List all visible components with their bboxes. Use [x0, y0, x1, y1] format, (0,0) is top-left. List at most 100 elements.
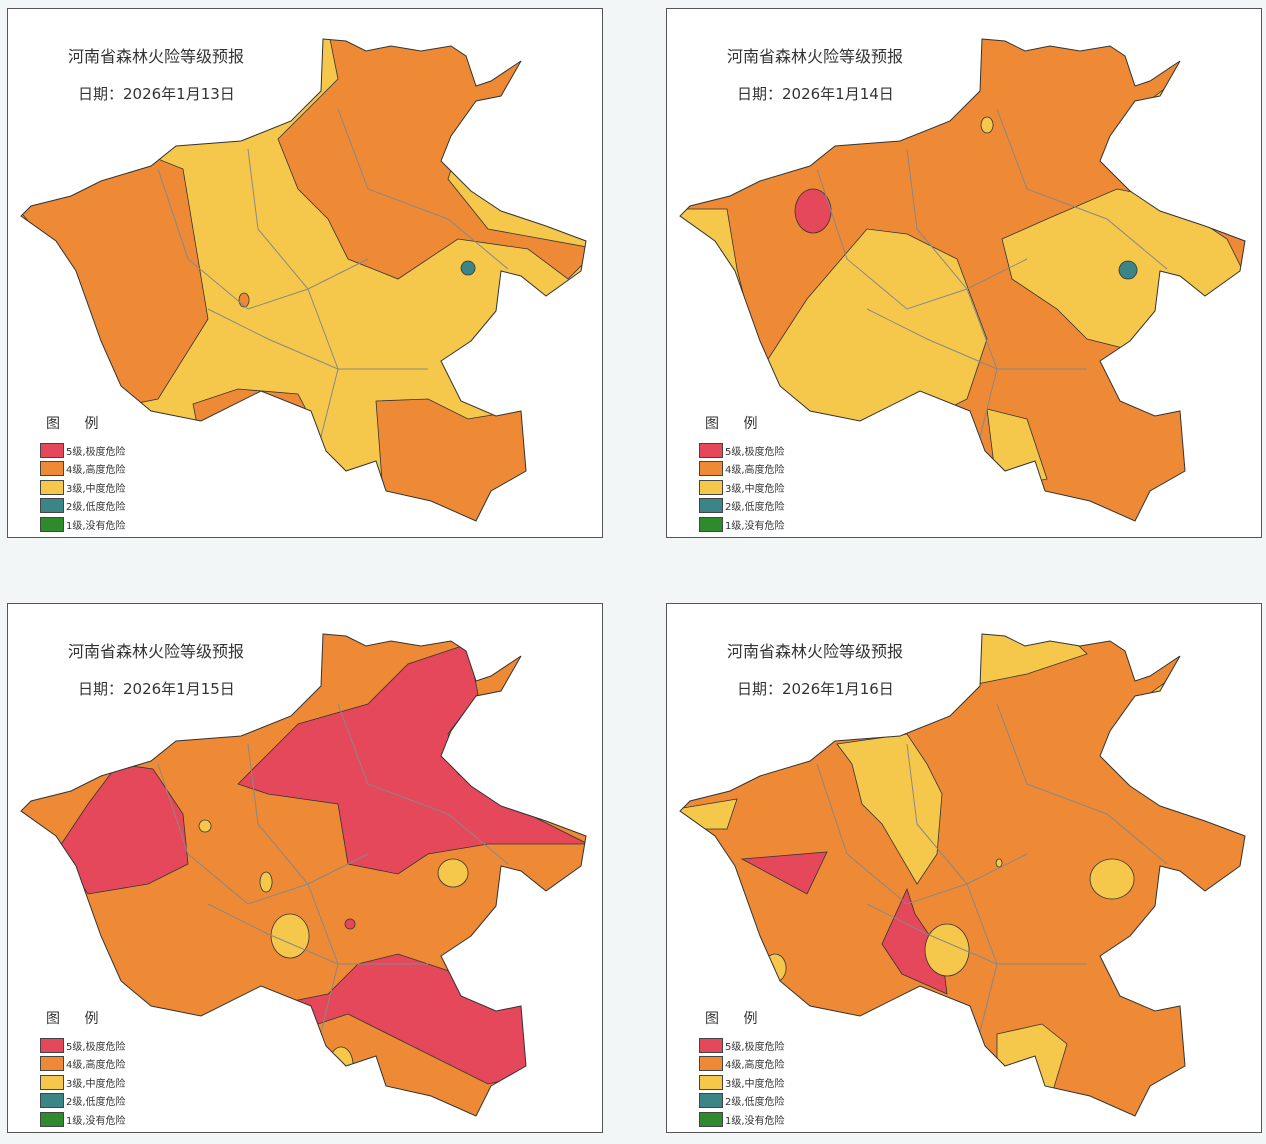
risk-zone: [1118, 260, 1138, 280]
risk-zone: [344, 918, 356, 930]
legend-label: 2级,低度危险: [725, 1097, 785, 1109]
forecast-date: 日期：2026年1月13日: [78, 85, 235, 103]
city-boundary: [866, 903, 1087, 965]
legend-item: 2级,低度危险: [699, 497, 785, 516]
legend-item: 5级,极度危险: [699, 441, 785, 460]
legend-swatch: [40, 479, 64, 495]
risk-zone: [375, 398, 534, 521]
risk-zone: [437, 858, 469, 888]
legend-label: 3级,中度危险: [66, 483, 126, 495]
legend-item: 4级,高度危险: [40, 460, 126, 479]
legend-item: 4级,高度危险: [699, 1055, 785, 1074]
risk-zone: [270, 913, 310, 959]
province-outline: [20, 38, 587, 522]
forecast-panel-jan13: 河南省森林火险等级预报 日期：2026年1月13日图 例 5级,极度危险 4级,高度危…: [7, 8, 603, 538]
legend-swatch: [40, 461, 64, 477]
legend-item: 2级,低度危险: [40, 1092, 126, 1111]
legend-label: 2级,低度危险: [66, 1097, 126, 1109]
henan-map: [679, 38, 1246, 522]
forecast-date: 日期：2026年1月16日: [737, 680, 894, 698]
legend: 图 例 5级,极度危险 4级,高度危险 3级,中度危险 2级,低度危险 1级,没有危险: [699, 413, 785, 534]
legend-swatch: [699, 498, 723, 514]
legend-label: 4级,高度危险: [725, 465, 785, 477]
legend: 图 例 5级,极度危险 4级,高度危险 3级,中度危险 2级,低度危险 1级,没有危险: [40, 413, 126, 534]
legend-swatch: [40, 516, 64, 532]
legend-label: 5级,极度危险: [725, 1041, 785, 1053]
risk-zone: [460, 260, 476, 276]
city-boundary: [866, 308, 1087, 370]
forecast-panel-jan15: 河南省森林火险等级预报 日期：2026年1月15日图 例 5级,极度危险 4级,高度危…: [7, 603, 603, 1133]
legend-item: 4级,高度危险: [40, 1055, 126, 1074]
city-boundary: [207, 903, 428, 965]
risk-zone: [924, 923, 970, 977]
risk-zone: [57, 763, 189, 895]
legend-label: 5级,极度危险: [66, 446, 126, 458]
legend-item: 1级,没有危险: [40, 1110, 126, 1129]
legend-item: 4级,高度危险: [699, 460, 785, 479]
city-boundary: [157, 168, 369, 310]
legend-label: 2级,低度危险: [66, 502, 126, 514]
map-title: 河南省森林火险等级预报: [68, 47, 245, 66]
henan-map: [20, 38, 587, 522]
map-title: 河南省森林火险等级预报: [727, 47, 904, 66]
legend-swatch: [699, 1093, 723, 1109]
risk-zone: [1089, 858, 1135, 900]
risk-zone: [836, 733, 943, 885]
legend-label: 3级,中度危险: [725, 483, 785, 495]
legend-label: 3级,中度危险: [66, 1078, 126, 1090]
legend-item: 1级,没有危险: [40, 515, 126, 534]
risk-zone: [740, 851, 828, 895]
legend-swatch: [699, 479, 723, 495]
city-boundary: [996, 108, 1168, 270]
city-boundary: [207, 308, 428, 370]
city-boundary: [157, 763, 369, 905]
legend-swatch: [699, 1037, 723, 1053]
legend-item: 3级,中度危险: [699, 478, 785, 497]
legend-swatch: [40, 1074, 64, 1090]
legend-label: 5级,极度危险: [725, 446, 785, 458]
forecast-date: 日期：2026年1月14日: [737, 85, 894, 103]
legend-swatch: [699, 1074, 723, 1090]
legend-swatch: [699, 516, 723, 532]
city-boundary: [337, 108, 509, 270]
legend: 图 例 5级,极度危险 4级,高度危险 3级,中度危险 2级,低度危险 1级,没有危险: [40, 1008, 126, 1129]
legend-swatch: [699, 461, 723, 477]
forecast-panel-jan16: 河南省森林火险等级预报 日期：2026年1月16日图 例 5级,极度危险 4级,高度危…: [666, 603, 1262, 1133]
henan-map: [679, 633, 1246, 1117]
legend-item: 3级,中度危险: [40, 478, 126, 497]
risk-zone: [763, 953, 787, 983]
legend-item: 5级,极度危险: [40, 441, 126, 460]
risk-zone: [794, 188, 832, 234]
legend-label: 4级,高度危险: [725, 1060, 785, 1072]
legend-item: 2级,低度危险: [699, 1092, 785, 1111]
city-boundary: [816, 763, 1028, 905]
legend-label: 4级,高度危险: [66, 1060, 126, 1072]
city-boundary: [906, 148, 998, 450]
legend-swatch: [40, 498, 64, 514]
forecast-panel-jan14: 河南省森林火险等级预报 日期：2026年1月14日图 例 5级,极度危险 4级,高度危…: [666, 8, 1262, 538]
legend-label: 1级,没有危险: [66, 520, 126, 532]
legend-swatch: [40, 1037, 64, 1053]
city-boundary: [247, 743, 339, 1045]
legend-item: 3级,中度危险: [699, 1073, 785, 1092]
legend-swatch: [699, 442, 723, 458]
risk-zone: [995, 858, 1003, 868]
legend-title: 图 例: [46, 416, 109, 432]
legend-swatch: [699, 1056, 723, 1072]
map-title: 河南省森林火险等级预报: [68, 642, 245, 661]
legend-label: 2级,低度危险: [725, 502, 785, 514]
risk-zone: [259, 871, 273, 893]
henan-map: [20, 633, 587, 1117]
city-boundary: [247, 148, 339, 450]
province-outline: [679, 38, 1246, 522]
legend-label: 5级,极度危险: [66, 1041, 126, 1053]
risk-zone: [238, 292, 250, 308]
legend-item: 3级,中度危险: [40, 1073, 126, 1092]
legend-label: 4级,高度危险: [66, 465, 126, 477]
legend-title: 图 例: [705, 1011, 768, 1027]
legend-item: 5级,极度危险: [40, 1036, 126, 1055]
province-base-fill: [21, 39, 586, 521]
legend-swatch: [40, 442, 64, 458]
city-boundary: [337, 703, 509, 865]
legend: 图 例 5级,极度危险 4级,高度危险 3级,中度危险 2级,低度危险 1级,没有危险: [699, 1008, 785, 1129]
